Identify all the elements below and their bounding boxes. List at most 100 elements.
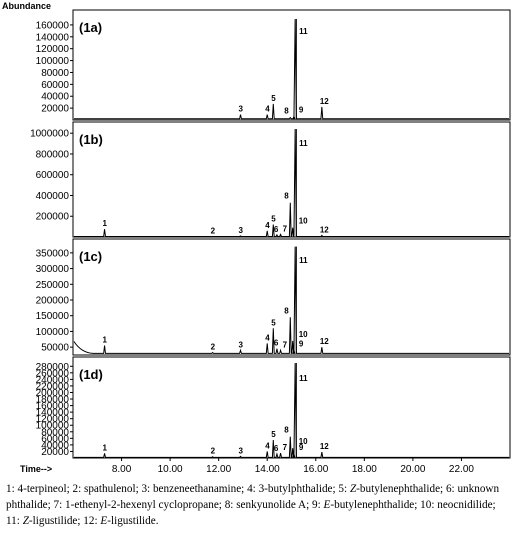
peak-label-1: 1 xyxy=(103,443,108,452)
y-tick-label: 1000000 xyxy=(30,129,69,140)
y-tick-label: 100000 xyxy=(36,327,70,338)
peak-label-7: 7 xyxy=(283,340,288,349)
y-tick-label: 40000 xyxy=(41,92,69,103)
peak-label-7: 7 xyxy=(283,224,288,233)
panel-frame xyxy=(72,9,511,121)
y-tick-label: 600000 xyxy=(36,170,70,181)
peak-label-11: 11 xyxy=(299,374,308,383)
peak-label-5: 5 xyxy=(271,94,276,103)
peak-label-6: 6 xyxy=(274,225,279,234)
y-tick-label: 40000 xyxy=(41,440,69,451)
panel-frame xyxy=(72,238,511,356)
x-axis-title: Time--> xyxy=(20,464,52,474)
panel-label: (1b) xyxy=(79,132,103,147)
panel-label: (1c) xyxy=(79,249,102,264)
peak-label-8: 8 xyxy=(284,426,289,435)
peak-label-10: 10 xyxy=(299,330,308,339)
x-tick-label: 22.00 xyxy=(449,464,474,475)
peak-label-4: 4 xyxy=(265,105,270,114)
peak-label-4: 4 xyxy=(265,441,270,450)
panel-3: (1c) 50000 100000 150000 200000 250000 300000 3… xyxy=(36,238,511,356)
x-tick-label: 18.00 xyxy=(352,464,377,475)
peak-label-2: 2 xyxy=(211,342,216,351)
y-tick-label: 350000 xyxy=(36,248,70,259)
y-tick-label: 400000 xyxy=(36,191,70,202)
peak-label-5: 5 xyxy=(271,215,276,224)
peak-label-3: 3 xyxy=(239,340,244,349)
x-tick-label: 16.00 xyxy=(303,464,328,475)
y-tick-label: 180000 xyxy=(36,395,70,406)
peak-label-6: 6 xyxy=(274,339,279,348)
y-tick-label: 250000 xyxy=(36,280,70,291)
peak-label-9: 9 xyxy=(299,443,304,452)
y-tick-label: 20000 xyxy=(41,104,69,115)
caption-part: -ligustilide. xyxy=(107,515,159,527)
y-tick-label: 100000 xyxy=(36,56,70,67)
y-tick-label: 240000 xyxy=(36,375,70,386)
peak-label-9: 9 xyxy=(299,105,304,114)
chromatogram-trace xyxy=(74,362,509,458)
panel-frame xyxy=(72,121,511,238)
panel-4: (1d) 200004000060000800001000001200001400… xyxy=(36,356,511,459)
x-axis: Time--> 8.00 10.00 12.00 14.00 16.00 18.00 20.… xyxy=(20,458,474,475)
peak-label-4: 4 xyxy=(265,221,270,230)
peak-label-9: 9 xyxy=(299,339,304,348)
caption-part: 1: 4-terpineol; 2: spathulenol; 3: benze… xyxy=(6,483,350,495)
y-tick-label: 60000 xyxy=(41,80,69,91)
panel-frame xyxy=(72,356,511,459)
peak-label-3: 3 xyxy=(239,226,244,235)
peak-label-8: 8 xyxy=(284,306,289,315)
caption-part: E xyxy=(100,515,108,527)
panel-1: (1a) 200004000060000800001000001200001400… xyxy=(36,9,511,121)
y-tick-label: 20000 xyxy=(41,447,69,458)
peak-label-7: 7 xyxy=(283,443,288,452)
peak-label-12: 12 xyxy=(320,442,329,451)
peak-label-3: 3 xyxy=(239,105,244,114)
y-tick-label: 200000 xyxy=(36,212,70,223)
figure-caption: 1: 4-terpineol; 2: spathulenol; 3: benze… xyxy=(6,481,509,529)
peak-label-3: 3 xyxy=(239,446,244,455)
peak-label-8: 8 xyxy=(284,107,289,116)
peak-label-8: 8 xyxy=(284,192,289,201)
peak-label-1: 1 xyxy=(103,336,108,345)
peak-label-1: 1 xyxy=(103,219,108,228)
peak-label-4: 4 xyxy=(265,333,270,342)
peak-label-10: 10 xyxy=(299,217,308,226)
panel-label: (1d) xyxy=(79,367,103,382)
peak-label-6: 6 xyxy=(274,444,279,453)
y-tick-label: 120000 xyxy=(36,44,70,55)
y-tick-label: 120000 xyxy=(36,414,70,425)
caption-part: Z xyxy=(22,515,29,527)
caption-part: -butylenephthalide; 6: unknown phthalide… xyxy=(6,483,500,511)
x-tick-label: 10.00 xyxy=(158,464,183,475)
y-tick-label: 200000 xyxy=(36,296,70,307)
y-tick-label: 60000 xyxy=(41,434,69,445)
chromatogram-panels: (1a)200004000060000800001000001200001400… xyxy=(30,9,511,459)
y-tick-label: 800000 xyxy=(36,149,70,160)
peak-label-11: 11 xyxy=(299,27,308,36)
x-tick-label: 14.00 xyxy=(255,464,280,475)
y-tick-label: 160000 xyxy=(36,401,70,412)
panel-label: (1a) xyxy=(79,20,102,35)
caption-part: E xyxy=(323,499,331,511)
peak-label-5: 5 xyxy=(271,430,276,439)
caption-part: Z xyxy=(349,483,357,495)
peak-label-12: 12 xyxy=(320,225,329,234)
y-tick-label: 300000 xyxy=(36,264,70,275)
caption-part: -butylenephthalide; 10: neocnidilide; 11… xyxy=(6,499,496,527)
y-tick-label: 80000 xyxy=(41,68,69,79)
chromatogram-figure: Abundance (1a)20000400006000080000100000… xyxy=(2,1,511,475)
peak-label-12: 12 xyxy=(320,97,329,106)
y-tick-label: 50000 xyxy=(41,343,69,354)
x-tick-label: 12.00 xyxy=(206,464,231,475)
peak-label-2: 2 xyxy=(211,226,216,235)
caption-part: -ligustilide; 12: xyxy=(28,515,101,527)
peak-label-11: 11 xyxy=(299,139,308,148)
peak-label-12: 12 xyxy=(320,337,329,346)
y-tick-label: 220000 xyxy=(36,381,70,392)
chromatogram-trace xyxy=(74,18,509,120)
y-tick-label: 150000 xyxy=(36,311,70,322)
peak-label-11: 11 xyxy=(299,256,308,265)
chromatogram-trace xyxy=(73,246,509,354)
